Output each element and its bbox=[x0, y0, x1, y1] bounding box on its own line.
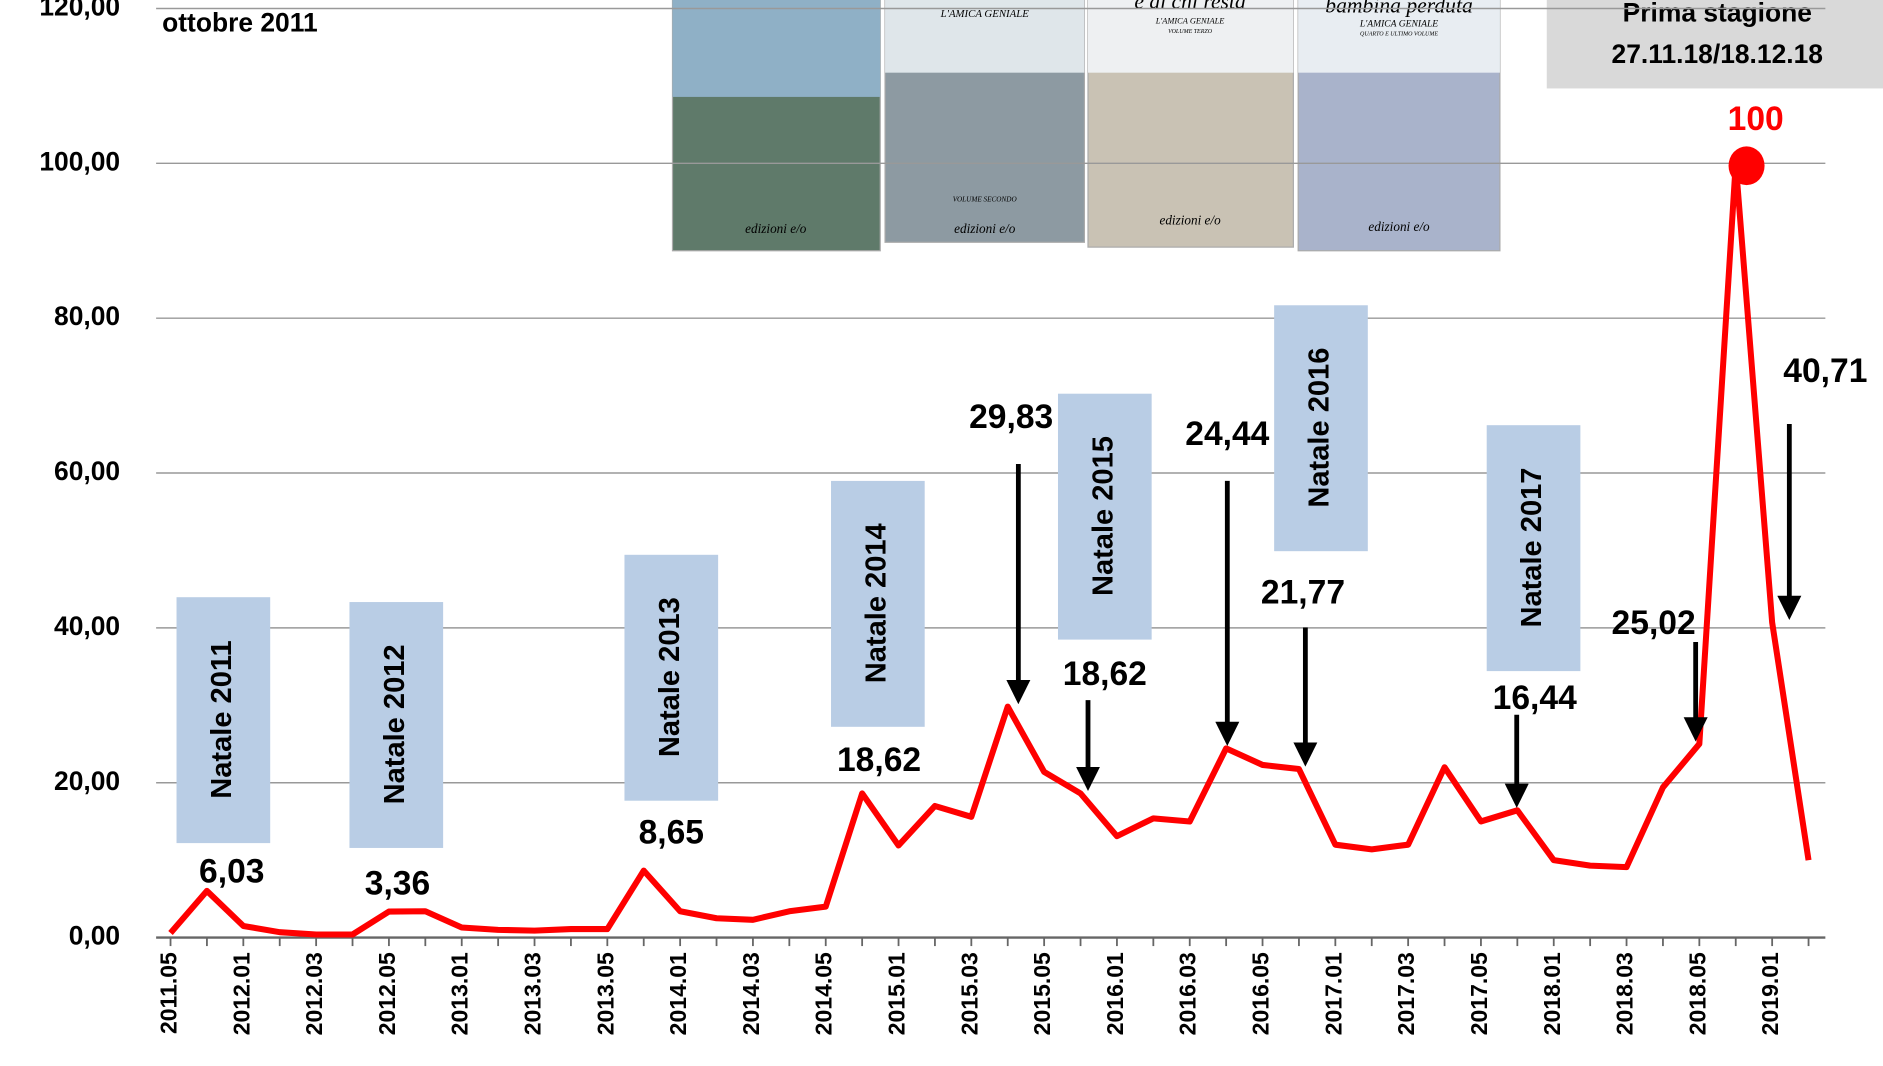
season-box bbox=[1546, 0, 1883, 89]
value-label: 18,62 bbox=[837, 741, 921, 779]
annotation: Natale 2016 bbox=[1304, 348, 1336, 508]
y-tick-label: 0,00 bbox=[69, 921, 120, 951]
x-tick-label: 2012.01 bbox=[228, 952, 254, 1035]
x-tick-label: 2014.05 bbox=[811, 952, 837, 1035]
cover-text: edizioni e/o bbox=[954, 221, 1016, 236]
highlight-point bbox=[1728, 146, 1765, 186]
value-label: 100 bbox=[1728, 100, 1784, 138]
x-tick-label: 2015.03 bbox=[956, 952, 982, 1035]
cover-text: L'AMICA GENIALE bbox=[1155, 16, 1225, 26]
note: ottobre 2011 bbox=[162, 7, 318, 37]
cover-text: VOLUME SECONDO bbox=[953, 196, 1018, 204]
value-label: 6,03 bbox=[199, 852, 264, 890]
x-tick-label: 2018.01 bbox=[1539, 952, 1565, 1035]
value-label: 21,77 bbox=[1261, 574, 1345, 612]
y-tick-label: 40,00 bbox=[54, 611, 120, 641]
x-tick-label: 2017.01 bbox=[1320, 952, 1346, 1035]
annotation-box bbox=[624, 554, 719, 801]
cover-text: e di chi resta bbox=[1134, 0, 1246, 14]
x-tick-label: 2013.03 bbox=[520, 952, 546, 1035]
x-tick-label: 2012.05 bbox=[374, 952, 400, 1035]
cover-sky bbox=[672, 0, 881, 97]
x-tick-label: 2013.05 bbox=[592, 952, 618, 1035]
cover-text: edizioni e/o bbox=[745, 221, 807, 236]
value-label: 18,62 bbox=[1063, 655, 1147, 693]
cover-text: QUARTO E ULTIMO VOLUME bbox=[1360, 31, 1438, 37]
cover-text: VOLUME TERZO bbox=[1168, 29, 1213, 35]
x-tick-label: 2018.03 bbox=[1612, 952, 1638, 1035]
cover-sky bbox=[1298, 0, 1500, 73]
annotation: Natale 2012 bbox=[379, 644, 411, 804]
line bbox=[168, 160, 1812, 938]
value-label: 24,44 bbox=[1185, 415, 1269, 453]
annotation-box bbox=[1057, 393, 1152, 640]
y-tick-label: 120,00 bbox=[39, 0, 120, 22]
y-tick-label: 60,00 bbox=[54, 456, 120, 486]
cover-text: edizioni e/o bbox=[1159, 213, 1221, 228]
cover-sky bbox=[885, 0, 1085, 73]
cover-text: L'AMICA GENIALE bbox=[1359, 18, 1438, 29]
season-title: Prima stagione bbox=[1623, 0, 1812, 28]
value-label: 16,44 bbox=[1493, 679, 1577, 717]
x-tick-label: 2015.05 bbox=[1029, 952, 1055, 1035]
annotation-box bbox=[176, 597, 271, 844]
annotation: Natale 2014 bbox=[861, 523, 893, 683]
cover-sky bbox=[1088, 0, 1294, 73]
x-tick-label: 2014.01 bbox=[665, 952, 691, 1035]
x-tick-label: 2017.03 bbox=[1393, 952, 1419, 1035]
annotation-box bbox=[1274, 305, 1368, 552]
value-label: 3,36 bbox=[365, 864, 430, 902]
cover-text: L'AMICA GENIALE bbox=[940, 8, 1030, 20]
annotation: Natale 2013 bbox=[654, 597, 686, 757]
value-label: 29,83 bbox=[969, 398, 1053, 436]
x-tick-label: 2019.01 bbox=[1757, 952, 1783, 1035]
annotation: Natale 2015 bbox=[1088, 436, 1120, 596]
y-tick-label: 80,00 bbox=[54, 301, 120, 331]
annotation: Natale 2017 bbox=[1516, 468, 1548, 628]
y-tick-label: 20,00 bbox=[54, 766, 120, 796]
annotation: Natale 2011 bbox=[206, 640, 238, 798]
annotation-box bbox=[349, 602, 444, 848]
annotation-box bbox=[831, 480, 925, 727]
x-tick-label: 2017.05 bbox=[1466, 952, 1492, 1035]
x-tick-label: 2011.05 bbox=[156, 952, 182, 1034]
annotation-box bbox=[1486, 425, 1581, 672]
x-tick-label: 2015.01 bbox=[884, 952, 910, 1035]
x-tick-label: 2012.03 bbox=[301, 952, 327, 1035]
x-tick-label: 2016.03 bbox=[1175, 952, 1201, 1035]
book-covers bbox=[671, 0, 1501, 252]
x-tick-label: 2014.03 bbox=[738, 952, 764, 1035]
x-tick-label: 2016.01 bbox=[1102, 952, 1128, 1035]
value-label: 40,71 bbox=[1783, 352, 1867, 390]
x-tick-label: 2016.05 bbox=[1248, 952, 1274, 1035]
value-label: 8,65 bbox=[639, 813, 704, 851]
value-label: 25,02 bbox=[1612, 604, 1696, 642]
cover-text: edizioni e/o bbox=[1368, 219, 1430, 234]
y-tick-label: 100,00 bbox=[39, 146, 120, 176]
x-tick-label: 2013.01 bbox=[447, 952, 473, 1035]
x-tick-label: 2018.05 bbox=[1684, 952, 1710, 1035]
season-dates: 27.11.18/18.12.18 bbox=[1612, 39, 1823, 69]
